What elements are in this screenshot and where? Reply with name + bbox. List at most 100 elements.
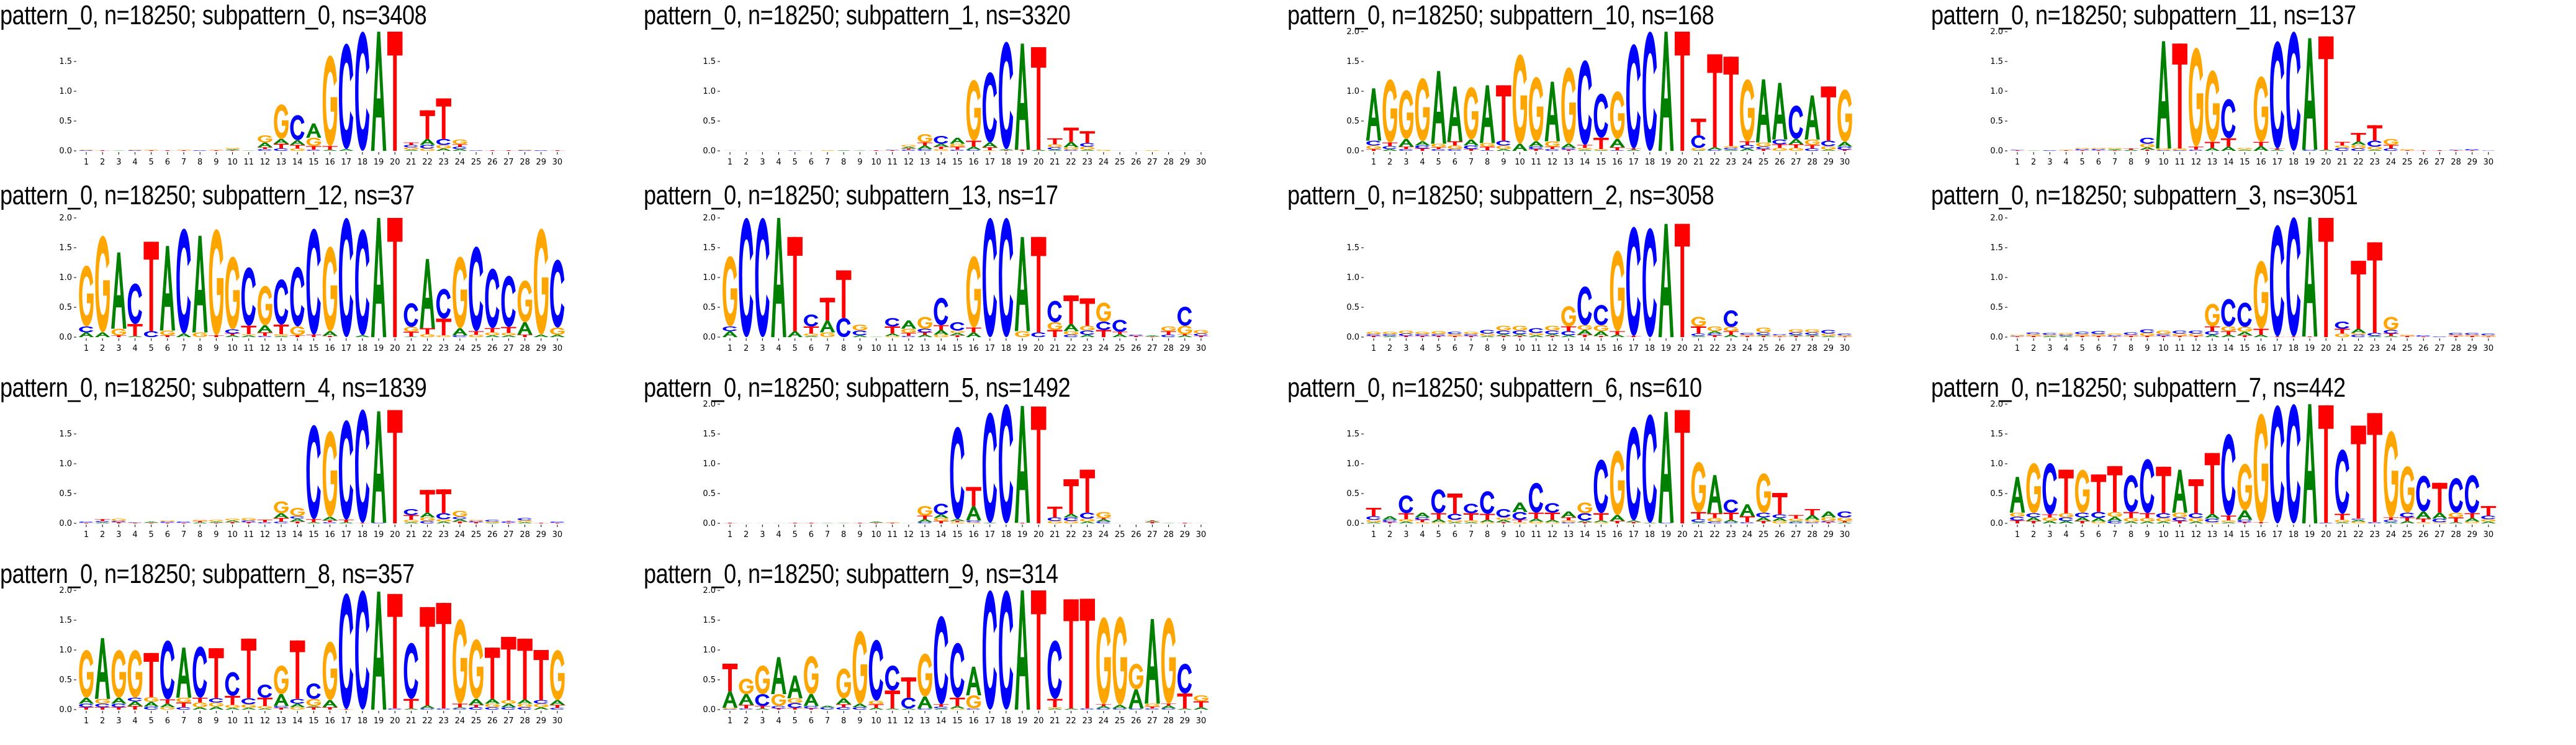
logo-letter-C [2059, 335, 2073, 336]
logo-letter-T [1464, 336, 1479, 337]
logo-letter-T [2465, 336, 2480, 337]
logo-letter-A [1480, 336, 1495, 337]
logo-letter-T [966, 141, 981, 147]
logo-letter-A [1448, 522, 1463, 523]
y-tick-label: 1.5 [1346, 57, 1359, 66]
logo-letter-G [2384, 139, 2398, 145]
logo-letter-T [160, 700, 176, 704]
logo-letter-C [1642, 32, 1657, 151]
logo-letter-C [1464, 145, 1478, 149]
logo-letter-A [95, 522, 110, 523]
logo-letter-T [1772, 144, 1788, 148]
logo-letter-C [1480, 330, 1494, 333]
logo-letter-T [143, 150, 159, 151]
logo-letter-T [2123, 148, 2139, 150]
logo-letter-A [1659, 32, 1674, 151]
logo-letter-C [502, 522, 516, 523]
x-tick-label: 26 [487, 344, 498, 353]
x-tick-label: 14 [292, 716, 303, 726]
x-tick-label: 23 [1082, 344, 1092, 353]
logo-letter-A [852, 335, 868, 337]
x-tick-label: 26 [487, 530, 498, 540]
x-tick-label: 16 [968, 344, 979, 353]
logo-letter-G [290, 327, 305, 335]
logo-letter-A [1691, 150, 1706, 151]
x-tick-label: 20 [390, 716, 400, 726]
logo-letter-A [209, 522, 224, 523]
logo-letter-T [804, 708, 819, 710]
x-tick-label: 1 [727, 530, 732, 540]
logo-letter-C [2400, 513, 2414, 518]
x-tick-label: 15 [308, 530, 319, 540]
logo-letter-A [1398, 522, 1414, 523]
x-tick-label: 18 [358, 344, 368, 353]
x-tick-label: 21 [1693, 530, 1704, 540]
x-tick-label: 16 [325, 530, 335, 540]
logo-letter-G [1756, 143, 1771, 147]
y-tick-label: 0.5 [1990, 489, 2003, 499]
logo-letter-T [2221, 138, 2236, 147]
logo-letter-C [950, 427, 965, 519]
logo-letter-T [160, 150, 176, 151]
x-tick-label: 11 [2174, 530, 2185, 540]
logo-letter-T [306, 146, 322, 150]
logo-letter-A [950, 138, 965, 144]
x-tick-label: 26 [2418, 158, 2429, 167]
logo-letter-G [804, 333, 819, 336]
logo-letter-G [1691, 148, 1706, 150]
logo-letter-T [485, 648, 500, 699]
logo-letter-C [2335, 148, 2349, 151]
x-tick-label: 16 [325, 344, 335, 353]
logo-letter-C [241, 268, 256, 326]
logo-letter-T [1194, 336, 1209, 337]
x-tick-label: 19 [1661, 344, 1672, 353]
logo-letter-G [1194, 695, 1209, 702]
logo-letter-C [788, 703, 802, 708]
logo-letter-A [1063, 514, 1079, 518]
x-tick-label: 10 [2158, 344, 2169, 353]
x-tick-label: 9 [2145, 158, 2150, 167]
logo-panel: pattern_0, n=18250; subpattern_5, ns=149… [644, 372, 1287, 553]
y-tick-label: 0.5 [1990, 117, 2003, 126]
logo-letter-A [403, 150, 419, 151]
logo-letter-G [1064, 521, 1079, 523]
logo-letter-T [1079, 299, 1095, 326]
logo-letter-T [1756, 336, 1772, 337]
logo-letter-C [1399, 495, 1413, 513]
logo-letter-C [2091, 512, 2105, 518]
logo-letter-C [934, 616, 948, 704]
y-tick-label: 1.0 [59, 273, 72, 282]
logo-letter-C [999, 404, 1013, 523]
logo-letter-T [1788, 336, 1804, 337]
logo-letter-C [469, 521, 483, 522]
logo-letter-T [2172, 336, 2187, 337]
logo-letter-T [2221, 331, 2236, 335]
logo-letter-T [1079, 131, 1095, 143]
logo-letter-C [2433, 518, 2447, 522]
logo-letter-T [2400, 336, 2415, 337]
logo-letter-C [2351, 148, 2366, 151]
x-tick-label: 22 [422, 716, 433, 726]
logo-letter-T [436, 603, 451, 708]
x-tick-label: 14 [1580, 158, 1590, 167]
logo-letter-T [820, 298, 835, 320]
logo-letter-G [2075, 470, 2090, 513]
y-tick-label: 0.5 [59, 489, 72, 499]
logo-letter-C [853, 707, 867, 710]
x-tick-label: 2 [2031, 158, 2036, 167]
logo-letter-G [2043, 517, 2058, 521]
logo-letter-G [836, 669, 851, 698]
x-tick-label: 6 [165, 344, 170, 353]
logo-letter-G [1464, 520, 1479, 522]
logo-letter-C [2302, 150, 2317, 151]
x-tick-label: 29 [2467, 344, 2477, 353]
logo-letter-A [2156, 41, 2171, 148]
logo-letter-C [290, 699, 304, 704]
logo-letter-T [453, 522, 468, 523]
logo-letter-G [1594, 149, 1609, 150]
x-tick-label: 24 [1742, 530, 1753, 540]
x-tick-label: 3 [116, 344, 121, 353]
y-tick-label: 0.5 [703, 117, 716, 126]
logo-letter-T [1593, 513, 1609, 521]
logo-letter-T [901, 333, 917, 336]
